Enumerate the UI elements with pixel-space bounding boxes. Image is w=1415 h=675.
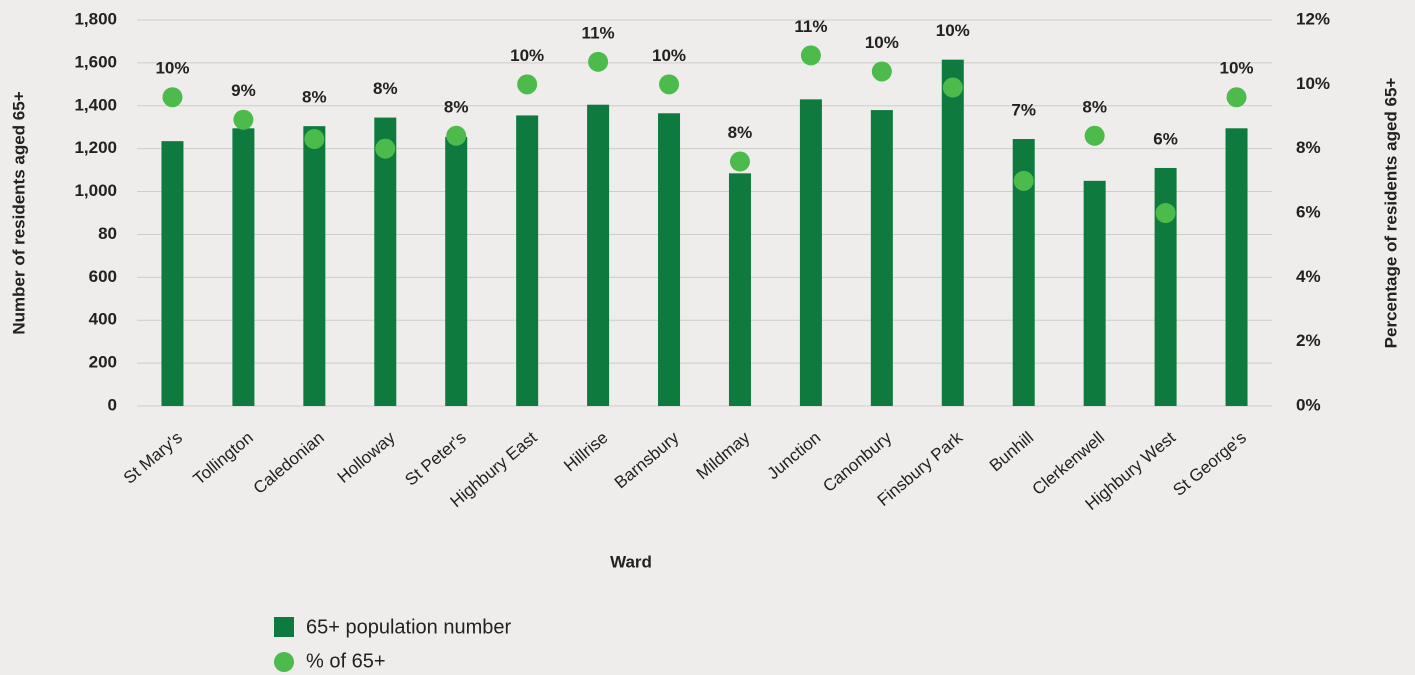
y2-tick-label: 0% xyxy=(1296,395,1321,414)
dot xyxy=(375,138,396,159)
data-label: 8% xyxy=(373,79,398,98)
dot xyxy=(729,151,750,172)
data-label: 10% xyxy=(510,46,544,65)
y-tick-label: 1,800 xyxy=(74,9,117,28)
dot xyxy=(871,61,892,82)
dot xyxy=(1013,170,1034,191)
y-tick-label: 1,200 xyxy=(74,138,117,157)
y2-tick-label: 4% xyxy=(1296,267,1321,286)
bar xyxy=(374,117,397,407)
dot xyxy=(659,74,680,95)
y2-axis-title: Percentage of residents aged 65+ xyxy=(1381,78,1400,349)
y2-tick-label: 8% xyxy=(1296,138,1321,157)
y-tick-label: 0 xyxy=(108,395,117,414)
data-label: 10% xyxy=(1220,59,1254,78)
bar xyxy=(1083,180,1106,406)
y2-tick-label: 6% xyxy=(1296,202,1321,221)
x-axis-title: Ward xyxy=(610,552,652,571)
data-label: 8% xyxy=(728,123,753,142)
data-label: 10% xyxy=(865,33,899,52)
legend-label: 65+ population number xyxy=(306,616,511,638)
dot xyxy=(517,74,538,95)
bar xyxy=(658,113,681,407)
bar xyxy=(587,104,610,406)
bar xyxy=(941,59,964,407)
data-label: 10% xyxy=(652,46,686,65)
y-tick-label: 1,400 xyxy=(74,95,117,114)
bar xyxy=(232,128,255,407)
dot xyxy=(233,109,254,130)
dot xyxy=(588,51,609,72)
data-label: 11% xyxy=(582,23,615,42)
bar xyxy=(161,141,184,406)
y2-tick-label: 10% xyxy=(1296,74,1330,93)
data-label: 10% xyxy=(155,59,189,78)
dot xyxy=(1155,203,1176,223)
dot xyxy=(446,125,467,146)
data-label: 8% xyxy=(302,88,327,107)
data-label: 8% xyxy=(1082,97,1107,116)
bar xyxy=(516,115,539,406)
y-tick-label: 600 xyxy=(89,267,117,286)
y-tick-label: 1,000 xyxy=(74,181,117,200)
dot xyxy=(304,129,325,150)
legend-swatch xyxy=(274,652,294,672)
bar xyxy=(1225,128,1248,407)
data-label: 9% xyxy=(231,81,256,100)
dot xyxy=(800,45,821,66)
bar xyxy=(799,99,822,406)
legend-label: % of 65+ xyxy=(306,650,386,672)
y-tick-label: 80 xyxy=(98,224,117,243)
data-label: 7% xyxy=(1011,101,1036,120)
y-tick-label: 1,600 xyxy=(74,52,117,71)
data-label: 11% xyxy=(794,17,827,36)
data-label: 10% xyxy=(936,21,970,40)
y-axis-title: Number of residents aged 65+ xyxy=(9,91,28,334)
dot xyxy=(942,77,963,98)
legend-swatch xyxy=(274,617,294,637)
bar xyxy=(1012,139,1035,406)
bar xyxy=(445,136,468,406)
data-label: 6% xyxy=(1153,129,1178,148)
bar xyxy=(728,173,751,406)
y-tick-label: 400 xyxy=(89,310,117,329)
bar xyxy=(870,110,893,407)
y-tick-label: 200 xyxy=(89,353,117,372)
dot xyxy=(1084,125,1105,146)
y2-tick-label: 12% xyxy=(1296,9,1330,28)
dot xyxy=(1226,87,1247,108)
data-label: 8% xyxy=(444,97,469,116)
bar xyxy=(1154,167,1177,406)
bar xyxy=(303,126,326,407)
y2-tick-label: 2% xyxy=(1296,331,1321,350)
dot xyxy=(162,87,183,108)
